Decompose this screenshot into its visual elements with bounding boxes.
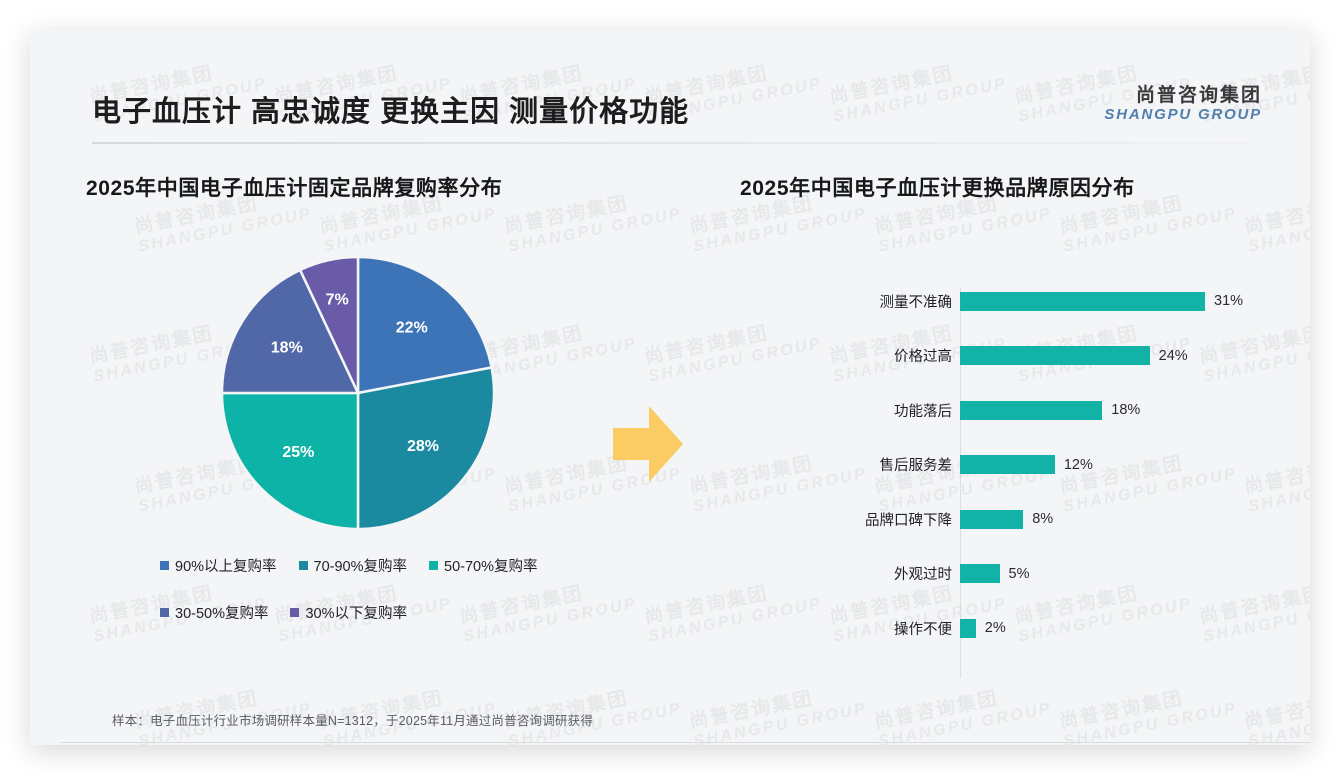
footer-bar: ©2026.1 SHANGPU GROUP www.shangpu-china.… (60, 743, 1310, 745)
bar-value-label: 24% (1158, 347, 1188, 364)
legend-item[interactable]: 90%以上复购率 (160, 555, 277, 576)
bar-category-label: 测量不准确 (879, 294, 953, 311)
bar-fill[interactable] (960, 346, 1150, 365)
pie-slice[interactable] (220, 268, 360, 395)
legend-item[interactable]: 30-50%复购率 (160, 602, 268, 623)
bar-category-label: 品牌口碑下降 (865, 512, 952, 529)
bar-chart-panel: 测量不准确 31% 价格过高 24% 功能落后 18% 售后服务差 12% 品牌口碑下降 8% 外观… (730, 226, 1290, 686)
pie-slice-label: 22% (396, 320, 428, 337)
legend-swatch-icon (160, 561, 169, 570)
bar-value-label: 2% (984, 620, 1006, 636)
right-arrow-glyph (613, 406, 683, 482)
bar-chart-row: 外观过时 5% (730, 561, 1290, 587)
logo-chinese-text: 尚普咨询集团 (1135, 85, 1262, 106)
bar-chart-row: 售后服务差 12% (730, 452, 1290, 478)
legend-label: 90%以上复购率 (175, 559, 277, 575)
bar-value-label: 18% (1111, 402, 1141, 418)
slide-card: 尚普咨询集团 SHANGPU GROUP 尚普咨询集团 SHANGPU GROUP 尚普… (30, 30, 1310, 745)
bar-chart-title: 2025年中国电子血压计更换品牌原因分布 (740, 177, 1135, 200)
bar-chart-row: 功能落后 18% (730, 397, 1290, 423)
legend-swatch-icon (298, 561, 308, 570)
legend-label: 50-70%复购率 (444, 559, 538, 575)
bar-value-label: 12% (1063, 456, 1093, 473)
header-divider (92, 142, 1252, 144)
pie-slice[interactable] (356, 255, 494, 395)
page-title: 电子血压计 高忠诚度 更换主因 测量价格功能 (92, 96, 690, 128)
bar-fill[interactable] (960, 291, 1205, 311)
legend-swatch-icon (160, 608, 169, 617)
bar-fill[interactable] (960, 455, 1055, 474)
bar-category-label: 外观过时 (894, 567, 952, 583)
pie-slice[interactable] (356, 366, 496, 531)
bar-category-label: 价格过高 (894, 349, 952, 365)
sample-note: 样本：电子血压计行业市场调研样本量N=1312，于2025年11月通过尚普咨询调… (112, 714, 594, 728)
pie-slice[interactable] (220, 391, 360, 531)
bar-fill[interactable] (960, 509, 1024, 529)
bar-fill[interactable] (960, 564, 1000, 583)
pie-slice-label: 28% (407, 438, 439, 455)
bar-fill[interactable] (960, 618, 976, 638)
legend-label: 70-90%复购率 (313, 559, 408, 575)
bar-chart-row: 价格过高 24% (730, 343, 1290, 369)
pie-slice-label: 7% (326, 292, 349, 309)
bar-value-label: 8% (1032, 511, 1054, 527)
pie-chart-svg: 22% 28% 25% 18% 7% (220, 255, 496, 531)
legend-swatch-icon (429, 561, 439, 570)
right-arrow-icon (613, 402, 683, 486)
pie-slice-label: 25% (282, 444, 314, 461)
pie-chart: 22% 28% 25% 18% 7% (220, 255, 496, 531)
pie-chart-legend: 90%以上复购率 70-90%复购率 50-70%复购率 30-50%复购率 30%以下… (160, 555, 630, 623)
footer-divider (60, 742, 1310, 743)
brand-logo: 尚普咨询集团 SHANGPU GROUP (1104, 85, 1262, 123)
bar-chart-row: 测量不准确 31% (730, 288, 1290, 314)
bar-chart-axis (960, 288, 961, 678)
legend-label: 30-50%复购率 (175, 606, 269, 622)
pie-chart-panel: 22% 28% 25% 18% 7% 90%以上复购率 70-90%复购率 50-70%复购… (80, 220, 640, 670)
pie-slice-label: 18% (271, 339, 303, 356)
slide-header: 电子血压计 高忠诚度 更换主因 测量价格功能 尚普咨询集团 SHANGPU GR… (30, 30, 1310, 128)
bar-chart-row: 品牌口碑下降 8% (730, 506, 1290, 532)
legend-item[interactable]: 30%以下复购率 (290, 602, 407, 623)
bar-fill[interactable] (960, 400, 1103, 420)
bar-category-label: 功能落后 (894, 403, 952, 420)
legend-swatch-icon (290, 608, 300, 617)
legend-label: 30%以下复购率 (305, 606, 408, 622)
bar-category-label: 操作不便 (894, 621, 952, 638)
logo-english-text: SHANGPU GROUP (1104, 105, 1262, 123)
bar-category-label: 售后服务差 (879, 458, 953, 474)
pie-chart-title: 2025年中国电子血压计固定品牌复购率分布 (86, 177, 503, 200)
legend-item[interactable]: 70-90%复购率 (298, 555, 408, 576)
bar-value-label: 5% (1008, 565, 1030, 582)
legend-item[interactable]: 50-70%复购率 (429, 555, 538, 576)
pie-slice[interactable] (298, 255, 360, 394)
bar-value-label: 31% (1214, 293, 1244, 309)
bar-chart-row: 操作不便 2% (730, 615, 1290, 641)
